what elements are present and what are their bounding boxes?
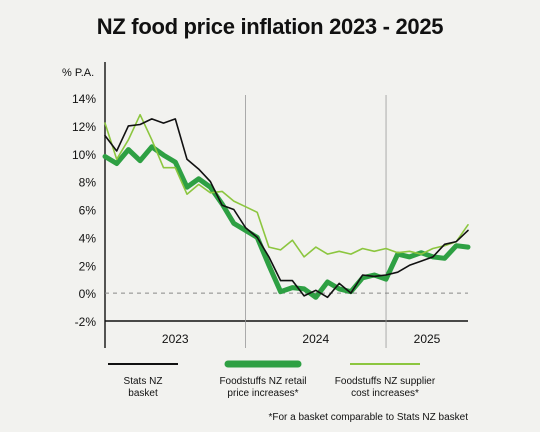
x-group-label: 2023 [162,332,189,346]
legend-label: price increases* [227,388,298,399]
y-axis-label: % P.A. [62,67,94,79]
y-tick-label: 0% [79,287,97,301]
series-line [102,144,471,300]
footnote: *For a basket comparable to Stats NZ bas… [268,412,468,423]
legend-label: Foodstuffs NZ retail [219,376,306,387]
series-line [104,118,469,299]
y-tick-label: 12% [72,120,96,134]
y-tick-label: 2% [79,259,97,273]
series-line [104,113,469,258]
y-tick-label: 10% [72,148,96,162]
legend-label: cost increases* [351,388,419,399]
y-tick-label: 8% [79,176,97,190]
y-tick-label: 4% [79,231,97,245]
y-tick-label: 14% [72,92,96,106]
x-group-label: 2024 [302,332,329,346]
x-group-label: 2025 [414,332,441,346]
legend-label: Stats NZ [124,376,163,387]
legend-label: basket [128,388,158,399]
y-tick-label: -2% [75,315,97,329]
legend-label: Foodstuffs NZ supplier [335,376,436,387]
y-tick-label: 6% [79,204,97,218]
chart-title: NZ food price inflation 2023 - 2025 [96,14,444,39]
